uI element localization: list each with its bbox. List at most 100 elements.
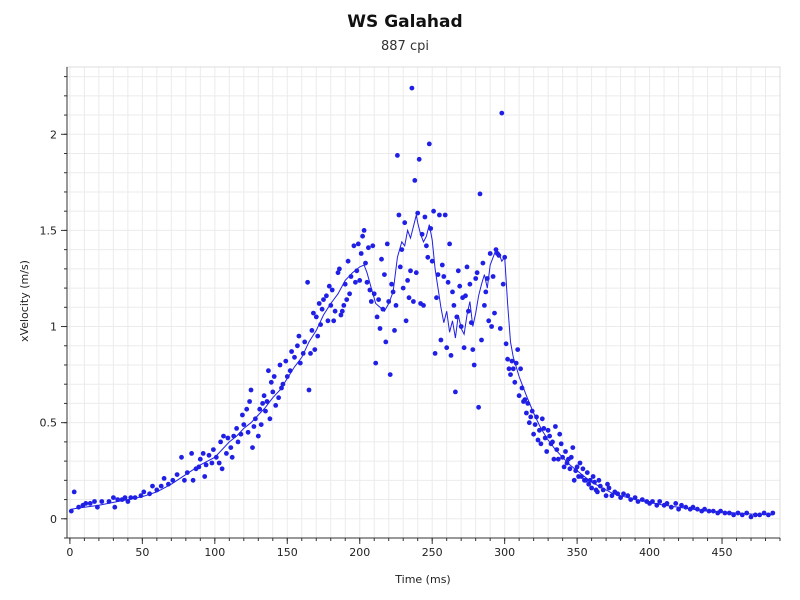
data-point [245, 429, 251, 435]
data-point [618, 495, 623, 500]
data-point [318, 322, 323, 327]
data-point [595, 489, 600, 495]
data-point [335, 270, 341, 276]
data-point [496, 253, 502, 258]
data-point [268, 379, 274, 385]
data-point [554, 447, 560, 452]
data-point [132, 495, 138, 500]
data-point [370, 243, 376, 249]
data-point [564, 460, 570, 466]
data-point [695, 506, 700, 512]
data-point [184, 470, 190, 475]
data-point [574, 464, 580, 470]
data-point [231, 433, 237, 439]
y-tick-label: 1.5 [40, 224, 58, 237]
data-point [547, 433, 552, 439]
data-point [273, 403, 279, 408]
data-point [573, 468, 579, 474]
data-point [355, 241, 361, 247]
data-point [532, 422, 538, 427]
data-point [471, 362, 477, 368]
data-point [437, 212, 442, 218]
data-point [590, 474, 596, 479]
data-point [477, 191, 483, 197]
data-point [347, 291, 352, 297]
data-point [138, 493, 144, 499]
data-point [280, 381, 286, 387]
data-point [399, 247, 405, 253]
data-point [342, 281, 348, 287]
data-point [683, 504, 689, 510]
data-point [257, 406, 263, 412]
data-point [455, 268, 461, 274]
data-point [676, 506, 681, 512]
data-point [306, 387, 312, 393]
data-point [83, 501, 89, 506]
x-tick-label: 200 [349, 546, 370, 559]
data-point [174, 472, 180, 477]
data-point [395, 153, 400, 158]
x-tick-label: 400 [639, 546, 660, 559]
data-point [537, 427, 542, 433]
data-point [292, 354, 297, 360]
data-point [115, 497, 121, 502]
data-point [393, 303, 399, 308]
data-point [722, 510, 728, 516]
data-point [218, 439, 224, 445]
data-point [571, 477, 577, 483]
data-point [555, 456, 561, 462]
data-point [563, 449, 568, 454]
data-point [270, 389, 276, 395]
y-tick-label: 1 [50, 321, 57, 334]
data-point [316, 301, 322, 306]
data-point [224, 451, 229, 456]
data-point [435, 272, 441, 277]
data-point [411, 299, 416, 304]
data-point [448, 353, 454, 358]
data-point [203, 462, 209, 468]
data-point [289, 349, 294, 354]
data-point [761, 510, 767, 516]
data-point [508, 372, 513, 377]
data-point [366, 245, 371, 251]
data-point [405, 278, 410, 283]
data-point [71, 489, 77, 495]
data-point [484, 276, 490, 281]
data-point [357, 278, 363, 283]
data-point [457, 283, 463, 289]
data-point [542, 435, 548, 441]
data-point [360, 233, 365, 239]
data-point [464, 264, 470, 270]
data-point [632, 495, 638, 500]
data-point [490, 274, 496, 279]
data-point [302, 339, 308, 345]
data-point [615, 491, 621, 497]
x-tick-label: 450 [712, 546, 733, 559]
data-point [380, 306, 386, 312]
data-point [503, 341, 509, 347]
data-point [76, 504, 81, 510]
data-point [309, 328, 315, 333]
data-point [635, 499, 641, 504]
data-point [403, 318, 409, 324]
data-point [229, 454, 235, 460]
data-point [374, 314, 380, 320]
data-point [419, 231, 425, 237]
data-point [425, 254, 431, 260]
data-point [487, 251, 493, 256]
data-point [200, 451, 206, 456]
data-point [531, 431, 536, 437]
data-point [432, 351, 438, 356]
data-point [189, 451, 195, 456]
data-point [467, 281, 473, 287]
data-point [441, 274, 447, 279]
data-point [125, 499, 131, 504]
data-point [766, 512, 771, 518]
data-point [534, 414, 539, 420]
data-point [122, 495, 128, 500]
data-point [367, 287, 373, 293]
data-point [744, 510, 750, 516]
data-point [690, 504, 696, 510]
data-point [297, 360, 303, 366]
